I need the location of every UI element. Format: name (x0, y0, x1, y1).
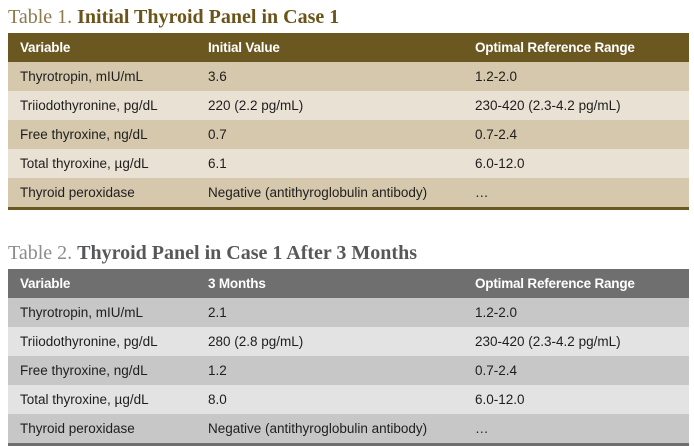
cell-variable: Total thyroxine, µg/dL (20, 392, 149, 407)
cell-range: 0.7-2.4 (475, 363, 518, 378)
table-row-free-thyroxine: Free thyroxine, ng/dL 1.2 0.7-2.4 (8, 356, 689, 385)
table-row-thyroid-peroxidase: Thyroid peroxidase Negative (antithyrogl… (8, 178, 689, 207)
table-2-title: Table 2. Thyroid Panel in Case 1 After 3… (8, 236, 689, 269)
table-row-total-thyroxine: Total thyroxine, µg/dL 8.0 6.0-12.0 (8, 385, 689, 414)
cell-range: 230-420 (2.3-4.2 pg/mL) (475, 98, 621, 113)
column-header-initial-value: Initial Value (208, 40, 280, 55)
cell-range: 6.0-12.0 (475, 392, 525, 407)
cell-range: … (475, 185, 491, 200)
cell-range: 1.2-2.0 (475, 305, 518, 320)
table-row-thyrotropin: Thyrotropin, mIU/mL 2.1 1.2-2.0 (8, 298, 689, 327)
cell-variable: Triiodothyronine, pg/dL (20, 334, 158, 349)
cell-range: 0.7-2.4 (475, 127, 518, 142)
cell-variable: Triiodothyronine, pg/dL (20, 98, 158, 113)
cell-value: 220 (2.2 pg/mL) (208, 98, 304, 113)
table-row-thyrotropin: Thyrotropin, mIU/mL 3.6 1.2-2.0 (8, 62, 689, 91)
table-2-section: Table 2. Thyroid Panel in Case 1 After 3… (8, 236, 689, 446)
cell-variable: Thyrotropin, mIU/mL (20, 305, 144, 320)
cell-range: 6.0-12.0 (475, 156, 525, 171)
cell-value: Negative (antithyroglobulin antibody) (208, 185, 428, 200)
cell-variable: Free thyroxine, ng/dL (20, 363, 148, 378)
table-row-free-thyroxine: Free thyroxine, ng/dL 0.7 0.7-2.4 (8, 120, 689, 149)
table-1-title-text: Initial Thyroid Panel in Case 1 (77, 6, 340, 28)
cell-variable: Free thyroxine, ng/dL (20, 127, 148, 142)
cell-value: 280 (2.8 pg/mL) (208, 334, 304, 349)
column-header-3-months: 3 Months (208, 276, 266, 291)
cell-variable: Thyroid peroxidase (20, 185, 135, 200)
cell-range: 230-420 (2.3-4.2 pg/mL) (475, 334, 621, 349)
table-row-triiodothyronine: Triiodothyronine, pg/dL 280 (2.8 pg/mL) … (8, 327, 689, 356)
table-1-section: Table 1. Initial Thyroid Panel in Case 1… (8, 0, 689, 210)
table-row-total-thyroxine: Total thyroxine, µg/dL 6.1 6.0-12.0 (8, 149, 689, 178)
cell-value: 2.1 (208, 305, 227, 320)
cell-range: 1.2-2.0 (475, 69, 518, 84)
cell-variable: Thyrotropin, mIU/mL (20, 69, 144, 84)
table-1-header-row: Variable Initial Value Optimal Reference… (8, 33, 689, 62)
column-header-optimal-reference-range: Optimal Reference Range (475, 276, 635, 291)
cell-value: 6.1 (208, 156, 227, 171)
cell-value: 8.0 (208, 392, 227, 407)
column-header-optimal-reference-range: Optimal Reference Range (475, 40, 635, 55)
table-1: Variable Initial Value Optimal Reference… (8, 33, 689, 210)
cell-variable: Total thyroxine, µg/dL (20, 156, 149, 171)
cell-range: … (475, 421, 491, 436)
cell-value: 0.7 (208, 127, 227, 142)
table-1-title: Table 1. Initial Thyroid Panel in Case 1 (8, 0, 689, 33)
table-1-title-prefix: Table 1. (8, 6, 78, 28)
column-header-variable: Variable (20, 276, 71, 291)
table-2: Variable 3 Months Optimal Reference Rang… (8, 269, 689, 446)
table-2-title-text: Thyroid Panel in Case 1 After 3 Months (77, 242, 417, 264)
cell-value: 3.6 (208, 69, 227, 84)
table-2-header-row: Variable 3 Months Optimal Reference Rang… (8, 269, 689, 298)
table-row-thyroid-peroxidase: Thyroid peroxidase Negative (antithyrogl… (8, 414, 689, 443)
table-row-triiodothyronine: Triiodothyronine, pg/dL 220 (2.2 pg/mL) … (8, 91, 689, 120)
table-2-title-prefix: Table 2. (8, 242, 78, 264)
cell-variable: Thyroid peroxidase (20, 421, 135, 436)
cell-value: Negative (antithyroglobulin antibody) (208, 421, 428, 436)
column-header-variable: Variable (20, 40, 71, 55)
cell-value: 1.2 (208, 363, 227, 378)
